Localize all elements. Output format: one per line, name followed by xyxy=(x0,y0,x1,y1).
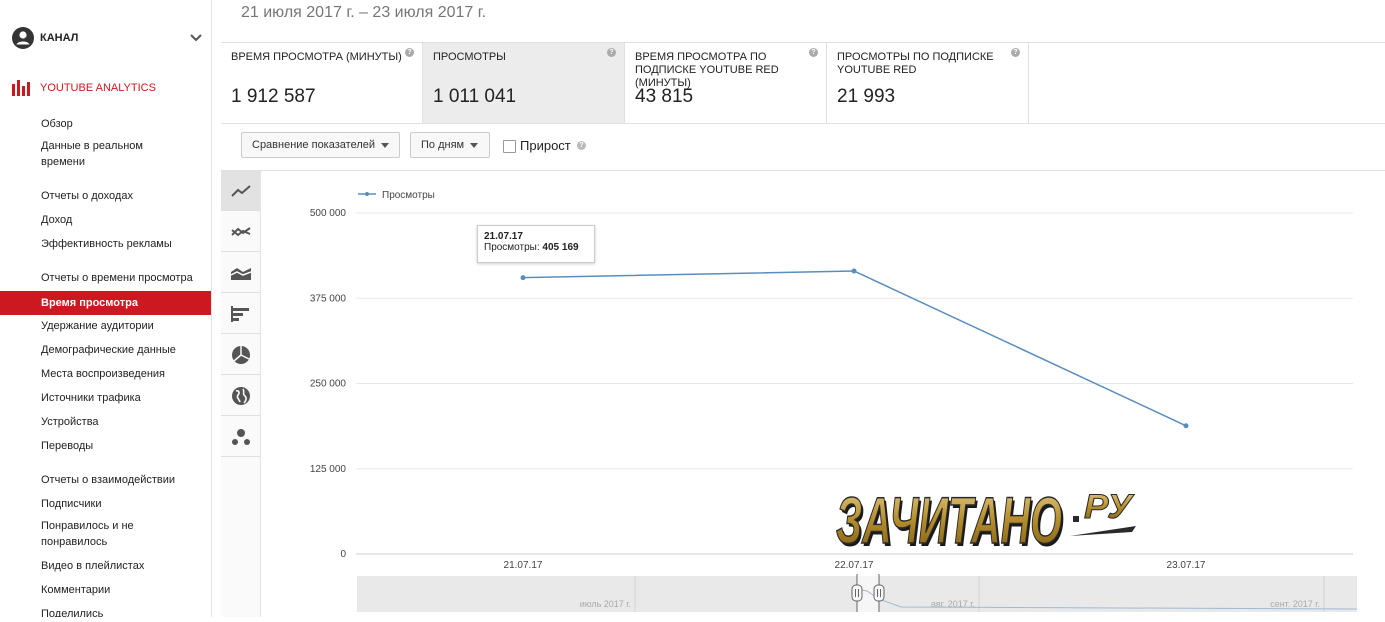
y-tick-label: 500 000 xyxy=(310,208,347,219)
sidebar-item-ad-performance[interactable]: Эффективность рекламы xyxy=(41,238,172,250)
metric-title: Просмотры xyxy=(433,51,506,63)
metric-red-watch-time[interactable]: Время просмотра по подписке YouTube Red … xyxy=(625,43,827,123)
navigator-label: июль 2017 г. xyxy=(580,599,631,609)
metric-value: 1 011 041 xyxy=(433,86,517,107)
chevron-down-icon[interactable] xyxy=(190,34,202,42)
line-chart: 500 000 375 000 250 000 125 000 0 21.07.17 22.… xyxy=(310,190,1358,612)
chart-type-selector xyxy=(221,171,261,617)
chart-area: 500 000 375 000 250 000 125 000 0 21.07.17 22.… xyxy=(261,171,1385,617)
tooltip-value: 405 169 xyxy=(542,242,579,253)
period-dropdown[interactable]: По дням xyxy=(410,132,490,158)
caret-down-icon xyxy=(470,142,479,148)
date-range: 21 июля 2017 г. – 23 июля 2017 г. xyxy=(241,4,487,21)
metric-views[interactable]: Просмотры 1 011 041 ? xyxy=(423,43,625,123)
watermark-logo: ЗАЧИТАНО ЗАЧИТАНО РУ xyxy=(835,476,1142,560)
svg-text:ЗАЧИТАНО: ЗАЧИТАНО xyxy=(838,486,1064,556)
youtube-analytics-link[interactable]: YOUTUBE ANALYTICS xyxy=(12,78,202,98)
sidebar-item-watch-time[interactable]: Время просмотра xyxy=(0,291,211,315)
sidebar-item-overview[interactable]: Обзор xyxy=(41,118,73,130)
help-icon[interactable]: ? xyxy=(405,48,414,57)
navigator-label: авг. 2017 г. xyxy=(931,599,975,609)
metric-title: Время просмотра (минуты) xyxy=(231,51,402,63)
y-tick-label: 125 000 xyxy=(310,464,347,475)
sidebar-item-audience-retention[interactable]: Удержание аудитории xyxy=(41,320,154,332)
sidebar-item-sharing[interactable]: Поделились xyxy=(41,608,104,617)
tooltip-label: Просмотры: xyxy=(484,242,540,253)
compare-metrics-dropdown[interactable]: Сравнение показателей xyxy=(241,132,400,158)
y-tick-label: 375 000 xyxy=(310,293,347,304)
data-point xyxy=(1183,423,1189,429)
sidebar-item-likes-dislikes[interactable]: Понравилось и не понравилось xyxy=(41,520,134,548)
analytics-label: YOUTUBE ANALYTICS xyxy=(40,82,156,94)
channel-label: КАНАЛ xyxy=(40,32,79,44)
caret-down-icon xyxy=(381,142,389,148)
navigator-selection xyxy=(857,576,879,612)
navigator-handle xyxy=(851,584,863,602)
help-icon[interactable]: ? xyxy=(809,48,818,57)
sidebar-item-translations[interactable]: Переводы xyxy=(41,440,94,452)
growth-checkbox[interactable] xyxy=(503,140,516,153)
x-tick-label: 21.07.17 xyxy=(504,560,543,571)
stacked-area-icon[interactable] xyxy=(221,253,260,293)
period-label: По дням xyxy=(421,139,465,151)
legend-label: Просмотры xyxy=(382,190,435,201)
data-point xyxy=(520,275,526,281)
sidebar-item-realtime[interactable]: Данные в реальном времени xyxy=(41,140,143,168)
tooltip-date: 21.07.17 xyxy=(484,231,523,242)
metric-red-views[interactable]: Просмотры по подписке YouTube Red 21 993… xyxy=(827,43,1029,123)
sidebar: КАНАЛ YOUTUBE ANALYTICS Обзор Данные в р… xyxy=(0,0,212,617)
sidebar-item-playback-locations[interactable]: Места воспроизведения xyxy=(41,368,166,380)
svg-text:ЗАЧИТАНО: ЗАЧИТАНО xyxy=(836,483,1062,556)
compare-label: Сравнение показателей xyxy=(252,139,375,151)
metric-watch-time[interactable]: Время просмотра (минуты) 1 912 587 ? xyxy=(221,43,423,123)
sidebar-item-subscribers[interactable]: Подписчики xyxy=(41,498,102,510)
y-tick-label: 250 000 xyxy=(310,379,347,390)
chart-tooltip: 21.07.17 Просмотры: 405 169 xyxy=(477,225,595,263)
sidebar-item-watch-time-reports[interactable]: Отчеты о времени просмотра xyxy=(41,272,193,284)
sidebar-item-demographics[interactable]: Демографические данные xyxy=(41,344,176,356)
pie-chart-icon[interactable] xyxy=(221,335,260,375)
metric-value: 1 912 587 xyxy=(231,86,316,107)
chart-toolbar: Сравнение показателей По дням Прирост ? xyxy=(221,122,1385,171)
help-icon[interactable]: ? xyxy=(577,141,586,150)
x-tick-label: 22.07.17 xyxy=(835,560,874,571)
svg-text:РУ: РУ xyxy=(1084,488,1135,526)
metric-cards: Время просмотра (минуты) 1 912 587 ? Про… xyxy=(221,42,1385,124)
y-tick-label: 0 xyxy=(340,549,346,560)
sidebar-item-playlists[interactable]: Видео в плейлистах xyxy=(41,560,145,572)
line-chart-icon[interactable] xyxy=(221,171,260,211)
x-tick-label: 23.07.17 xyxy=(1167,560,1206,571)
help-icon[interactable]: ? xyxy=(1011,48,1020,57)
metric-title: Просмотры по подписке YouTube Red xyxy=(837,51,994,76)
legend-marker xyxy=(365,192,369,196)
sidebar-item-revenue-reports[interactable]: Отчеты о доходах xyxy=(41,190,133,202)
globe-map-icon[interactable] xyxy=(221,376,260,416)
account-icon xyxy=(12,27,34,49)
navigator-handle xyxy=(873,584,885,602)
analytics-bars-icon xyxy=(12,80,30,96)
channel-menu[interactable]: КАНАЛ xyxy=(12,26,202,50)
sidebar-item-revenue[interactable]: Доход xyxy=(41,214,73,226)
sidebar-item-comments[interactable]: Комментарии xyxy=(41,584,111,596)
data-point xyxy=(851,268,857,274)
sidebar-item-engagement-reports[interactable]: Отчеты о взаимодействии xyxy=(41,474,176,486)
metric-title: Время просмотра по подписке YouTube Red … xyxy=(635,51,779,89)
sidebar-item-devices[interactable]: Устройства xyxy=(41,416,99,428)
bubble-chart-icon[interactable] xyxy=(221,417,260,457)
bar-chart-icon[interactable] xyxy=(221,294,260,334)
help-icon[interactable]: ? xyxy=(607,48,616,57)
main-content: 21 июля 2017 г. – 23 июля 2017 г. Время … xyxy=(221,0,1385,617)
metric-value: 43 815 xyxy=(635,86,694,107)
multiline-chart-icon[interactable] xyxy=(221,212,260,252)
series-line xyxy=(522,270,1187,427)
growth-label: Прирост xyxy=(520,138,571,153)
sidebar-item-traffic-sources[interactable]: Источники трафика xyxy=(41,392,141,404)
navigator-label: сент. 2017 г. xyxy=(1270,599,1320,609)
metric-value: 21 993 xyxy=(837,86,896,107)
